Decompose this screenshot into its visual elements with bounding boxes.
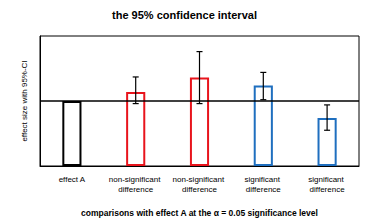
svg-text:difference: difference — [118, 185, 154, 194]
svg-text:non-significant: non-significant — [109, 175, 163, 184]
svg-text:significant: significant — [244, 175, 282, 184]
svg-text:difference: difference — [182, 185, 218, 194]
svg-text:non-significant: non-significant — [173, 175, 227, 184]
svg-text:effect size with 95%-CI: effect size with 95%-CI — [20, 60, 29, 141]
svg-text:comparisons with effect A at t: comparisons with effect A at the α = 0.0… — [81, 208, 318, 218]
svg-text:difference: difference — [310, 185, 346, 194]
svg-text:the 95% confidence interval: the 95% confidence interval — [112, 9, 257, 21]
svg-text:difference: difference — [246, 185, 282, 194]
svg-text:significant: significant — [308, 175, 346, 184]
svg-text:effect A: effect A — [59, 175, 86, 184]
